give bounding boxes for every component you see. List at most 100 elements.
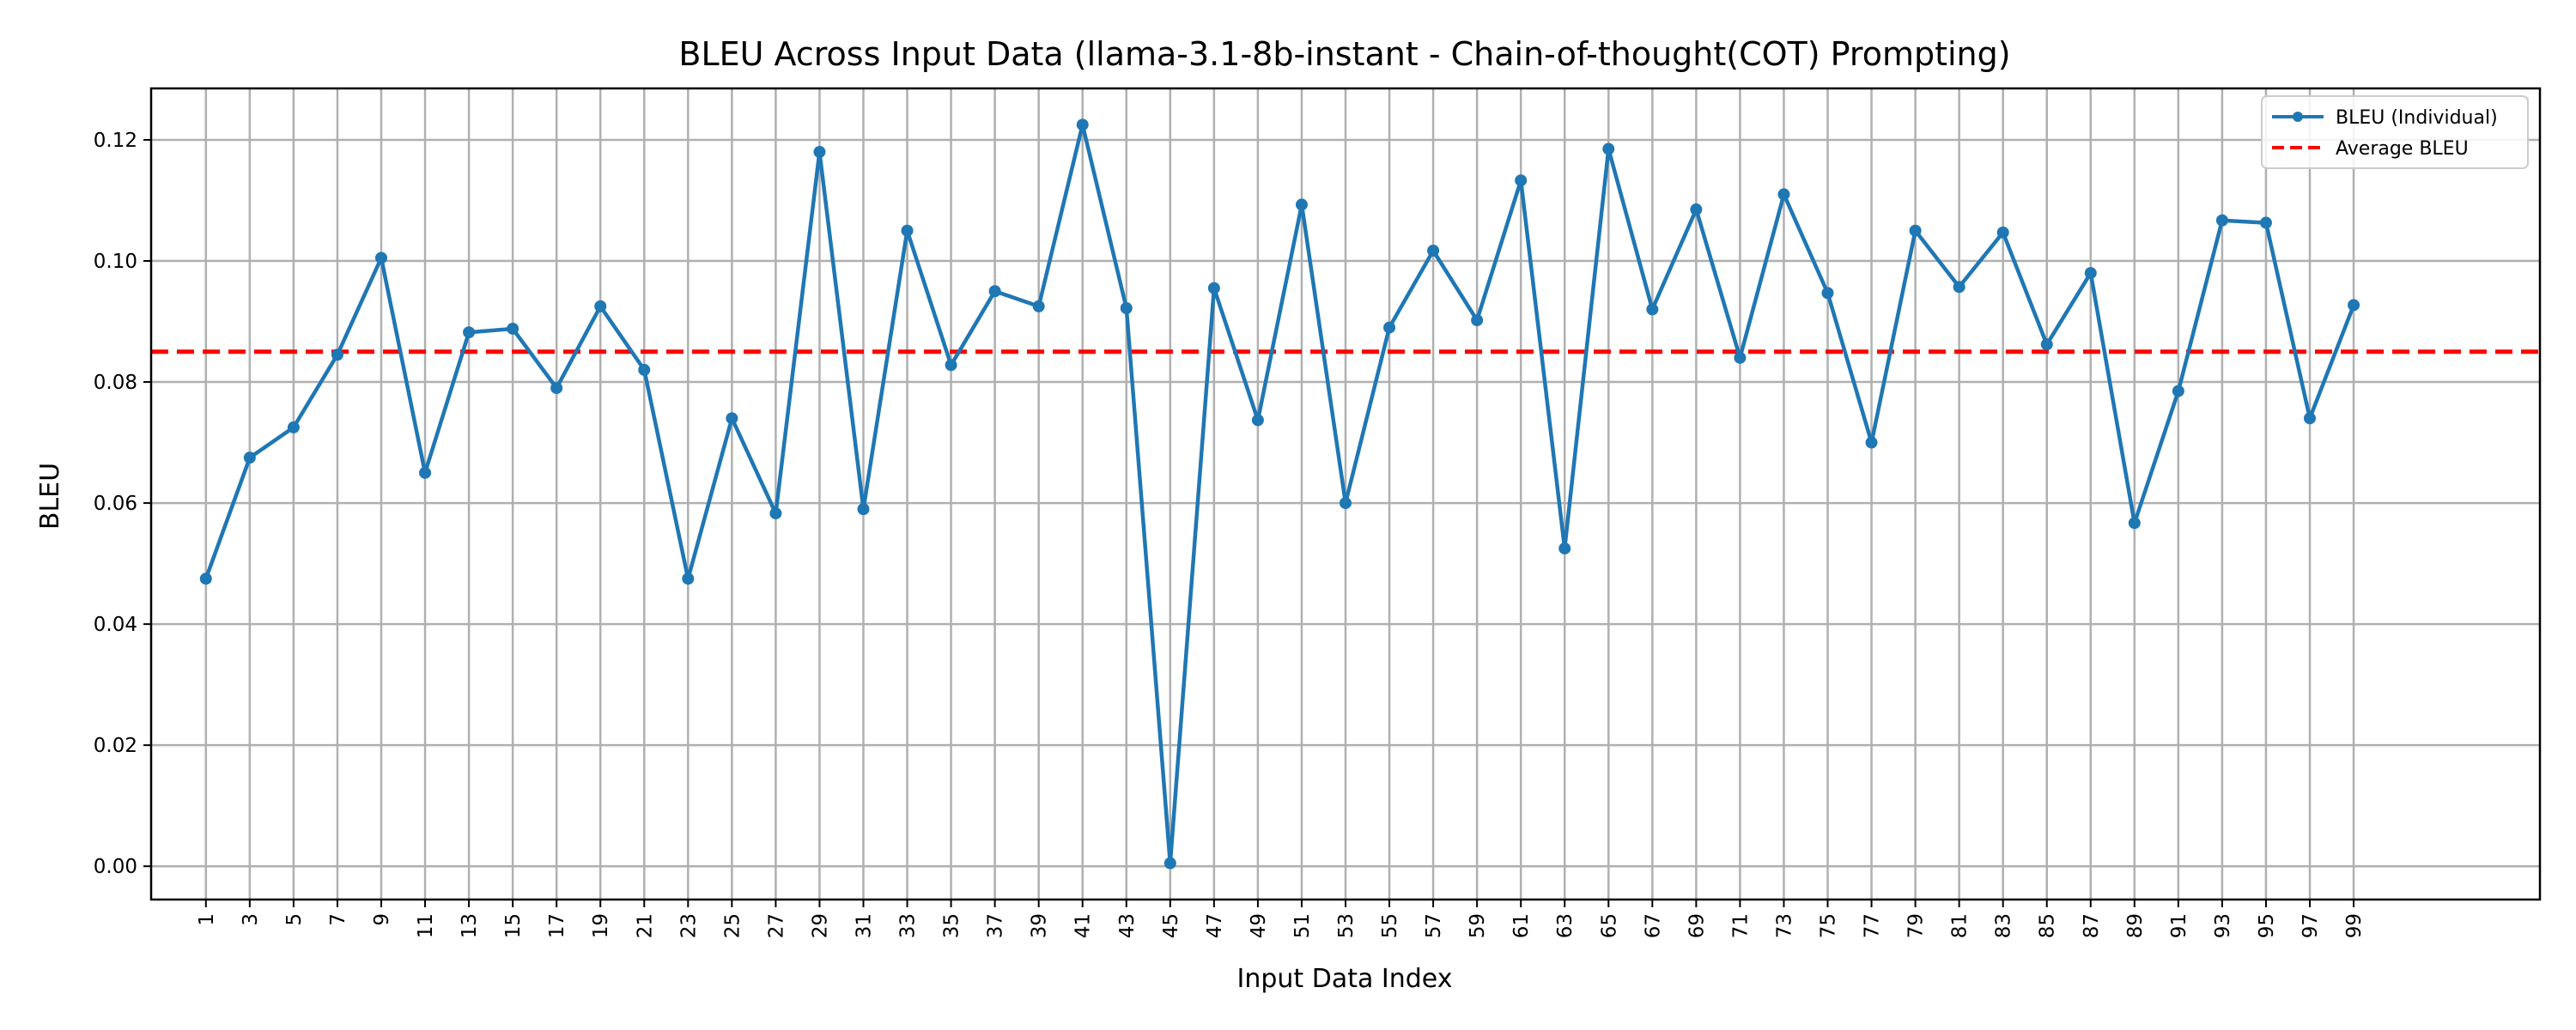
bleu-data-point [374,251,387,264]
bleu-data-point [1120,301,1133,314]
series-layer [199,118,2360,869]
x-tick-label: 95 [2256,913,2278,938]
x-tick-label: 61 [1510,913,1533,938]
x-tick-label: 77 [1862,913,1884,938]
bleu-data-point [1427,245,1440,257]
x-tick-label: 71 [1729,913,1752,938]
bleu-data-point [2304,412,2317,425]
bleu-data-point [901,224,914,237]
x-tick-label: 33 [897,913,920,938]
legend-label-bleu-individual: BLEU (Individual) [2336,107,2498,129]
bleu-data-point [2259,216,2272,229]
x-tick-label: 39 [1029,913,1051,938]
x-tick-label: 87 [2081,913,2103,938]
x-tick-label: 7 [327,913,349,926]
bleu-data-point [1909,224,1922,237]
x-tick-label: 41 [1072,913,1095,938]
x-tick-label: 65 [1598,913,1620,938]
bleu-data-point [1777,188,1790,201]
bleu-data-point [1207,282,1220,294]
x-tick-label: 97 [2300,913,2322,938]
bleu-data-point [1558,542,1571,554]
x-tick-label: 5 [283,913,306,926]
chart-title: BLEU Across Input Data (llama-3.1-8b-ins… [678,35,2010,73]
x-tick-label: 53 [1335,913,1358,938]
x-tick-label: 91 [2168,913,2190,938]
x-tick-label: 81 [1949,913,1971,938]
x-tick-label: 43 [1116,913,1139,938]
x-tick-label: 79 [1905,913,1928,938]
bleu-data-point [419,466,432,479]
x-tick-label: 63 [1554,913,1577,938]
legend-marker-bleu-individual [2293,112,2303,122]
bleu-data-point [2172,385,2184,397]
bleu-data-point [1471,314,1484,327]
x-tick-label: 51 [1291,913,1314,938]
bleu-data-point [287,421,300,433]
bleu-data-point [2128,517,2141,530]
bleu-data-point [2348,299,2360,312]
x-tick-label: 47 [1204,913,1226,938]
x-tick-label: 15 [502,913,525,938]
x-tick-label: 3 [240,913,262,926]
bleu-data-point [1163,857,1176,869]
legend-box [2261,95,2529,169]
bleu-data-point [726,412,738,425]
bleu-data-point [2215,214,2228,227]
x-tick-label: 59 [1467,913,1489,938]
bleu-data-point [1383,321,1396,334]
x-tick-label: 25 [721,913,744,938]
x-tick-label: 57 [1423,913,1445,938]
y-tick-label: 0.10 [94,251,137,273]
x-tick-label: 69 [1686,913,1708,938]
bleu-data-point [769,507,782,520]
bleu-individual-line [204,123,2356,865]
x-tick-label: 75 [1818,913,1840,938]
bleu-data-point [945,359,957,372]
bleu-data-point [857,503,870,516]
x-tick-label: 13 [459,913,481,938]
legend: BLEU (Individual) Average BLEU [2261,95,2529,169]
gridlines [151,88,2540,900]
bleu-data-point [507,322,519,335]
bleu-data-point [243,451,256,464]
bleu-data-point [1602,142,1615,155]
x-tick-label: 73 [1773,913,1795,938]
bleu-data-point [1646,303,1659,316]
x-axis-ticks: 1 3 5 7 9 11 13 15 17 19 21 23 25 27 29 31 33 35 37 39 41 43 4… [196,900,2366,938]
bleu-data-point [1032,300,1045,312]
x-tick-label: 55 [1379,913,1401,938]
bleu-data-point [1251,414,1264,427]
bleu-data-point [813,146,826,159]
bleu-data-point [594,300,607,312]
bleu-data-point [1734,351,1747,364]
x-tick-label: 11 [415,913,437,938]
bleu-data-point [463,326,476,339]
x-tick-label: 93 [2212,913,2234,938]
bleu-data-point [1996,226,2009,239]
bleu-data-point [1515,174,1528,187]
x-tick-label: 89 [2124,913,2147,938]
x-tick-label: 1 [196,913,218,926]
y-tick-label: 0.02 [94,735,137,757]
x-tick-label: 49 [1248,913,1270,938]
x-tick-label: 45 [1160,913,1182,938]
x-tick-label: 85 [2037,913,2059,938]
y-tick-label: 0.08 [94,372,137,394]
x-tick-label: 31 [853,913,875,938]
bleu-data-point [988,285,1001,298]
x-tick-label: 99 [2343,913,2366,938]
y-tick-label: 0.06 [94,493,137,515]
x-tick-label: 27 [765,913,787,938]
bleu-data-point [1821,287,1834,300]
y-axis-label: BLEU [35,463,65,530]
bleu-data-point [1295,198,1308,211]
y-tick-label: 0.04 [94,614,137,636]
y-tick-label: 0.12 [94,130,137,152]
x-tick-label: 17 [546,913,568,938]
bleu-data-point [638,363,651,376]
bleu-data-point [1865,436,1878,449]
x-tick-label: 21 [634,913,656,938]
bleu-data-point [2084,267,2097,280]
bleu-data-point [1340,497,1352,510]
